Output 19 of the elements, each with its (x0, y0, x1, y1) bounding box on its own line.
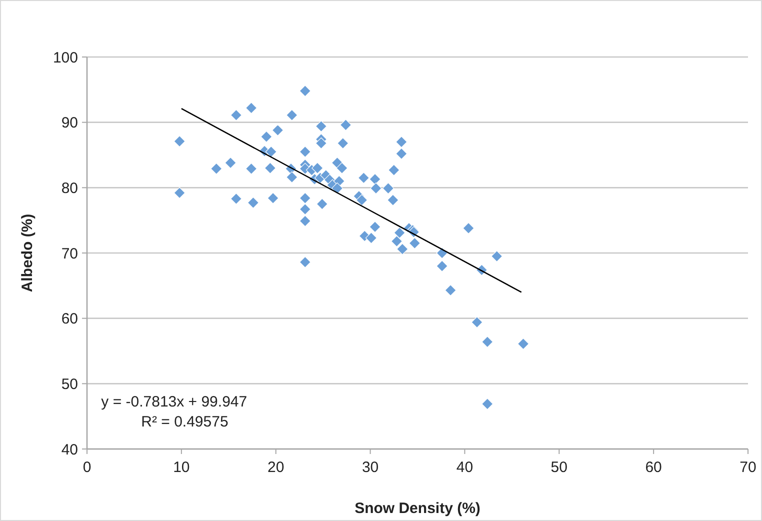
y-tick-label: 40 (61, 441, 78, 458)
annotation: y = -0.7813x + 99.947 (101, 394, 248, 411)
x-tick-label: 50 (550, 459, 568, 476)
y-tick-label: 90 (61, 114, 78, 132)
x-tick-label: 20 (268, 459, 284, 476)
x-tick-label: 70 (740, 459, 756, 476)
y-tick-label: 70 (61, 245, 78, 262)
y-tick-label: 80 (61, 180, 78, 197)
x-tick-label: 10 (173, 459, 190, 476)
x-tick-label: 40 (456, 459, 474, 476)
x-axis-title: Snow Density (%) (354, 500, 480, 517)
annotation: R² = 0.49575 (141, 414, 228, 431)
y-tick-label: 50 (61, 376, 78, 393)
x-tick-label: 60 (645, 459, 662, 476)
x-tick-label: 0 (82, 459, 92, 476)
y-tick-label: 100 (52, 49, 78, 66)
x-tick-label: 30 (362, 459, 379, 476)
y-tick-label: 60 (61, 310, 78, 328)
y-axis-title: Albedo (%) (19, 214, 36, 292)
